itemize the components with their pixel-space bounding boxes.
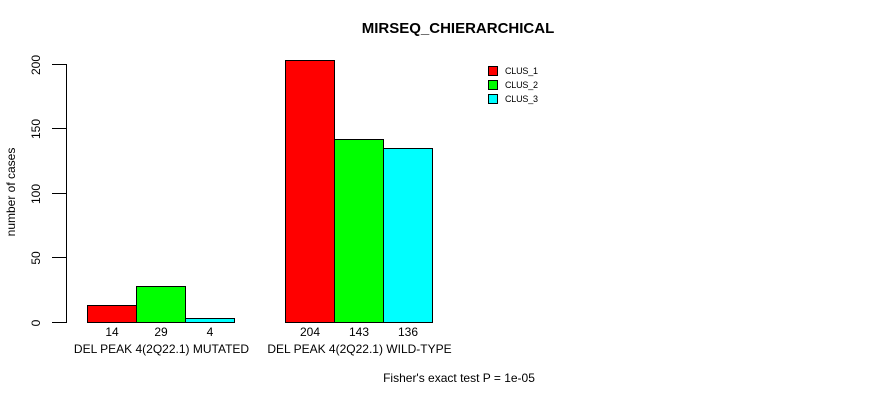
y-axis-tick-50 <box>52 257 66 258</box>
y-axis-tick-label-200: 200 <box>29 54 43 76</box>
legend-item-clus_3: CLUS_3 <box>488 92 538 106</box>
x-axis-category-label-1: DEL PEAK 4(2Q22.1) MUTATED <box>73 342 250 356</box>
bar-value-clus_2-wild-type: 143 <box>348 325 370 339</box>
legend-label-clus_1: CLUS_1 <box>505 66 538 76</box>
annotation-text: Fisher's exact test P = 1e-05 <box>383 371 535 385</box>
legend: CLUS_1 CLUS_2 CLUS_3 <box>488 64 538 106</box>
bar-clus_2-mutated <box>136 286 186 323</box>
y-axis-tick-150 <box>52 128 66 129</box>
legend-label-clus_2: CLUS_2 <box>505 80 538 90</box>
bar-clus_3-wild-type <box>383 148 433 323</box>
bar-value-clus_1-wild-type: 204 <box>299 325 321 339</box>
legend-swatch-clus_2 <box>488 80 498 90</box>
bar-clus_1-mutated <box>87 305 137 323</box>
legend-label-clus_3: CLUS_3 <box>505 94 538 104</box>
legend-item-clus_1: CLUS_1 <box>488 64 538 78</box>
bar-clus_1-wild-type <box>285 60 335 323</box>
x-axis-category-label-2: DEL PEAK 4(2Q22.1) WILD-TYPE <box>267 342 452 356</box>
bar-value-clus_3-wild-type: 136 <box>397 325 419 339</box>
y-axis-tick-label-0: 0 <box>29 319 43 327</box>
chart-title: MIRSEQ_CHIERARCHICAL <box>361 20 555 37</box>
bar-value-clus_3-mutated: 4 <box>206 325 214 339</box>
bar-clus_2-wild-type <box>334 139 384 323</box>
y-axis-line <box>66 64 67 323</box>
bar-value-clus_1-mutated: 14 <box>105 325 119 339</box>
legend-item-clus_2: CLUS_2 <box>488 78 538 92</box>
y-axis-tick-100 <box>52 193 66 194</box>
y-axis-tick-label-50: 50 <box>29 251 43 265</box>
bar-value-clus_2-mutated: 29 <box>154 325 168 339</box>
y-axis-tick-label-100: 100 <box>29 183 43 205</box>
legend-swatch-clus_1 <box>488 66 498 76</box>
bar-clus_3-mutated <box>185 318 235 323</box>
y-axis-tick-label-150: 150 <box>29 118 43 140</box>
legend-swatch-clus_3 <box>488 94 498 104</box>
y-axis-tick-0 <box>52 322 66 323</box>
y-axis-tick-200 <box>52 64 66 65</box>
